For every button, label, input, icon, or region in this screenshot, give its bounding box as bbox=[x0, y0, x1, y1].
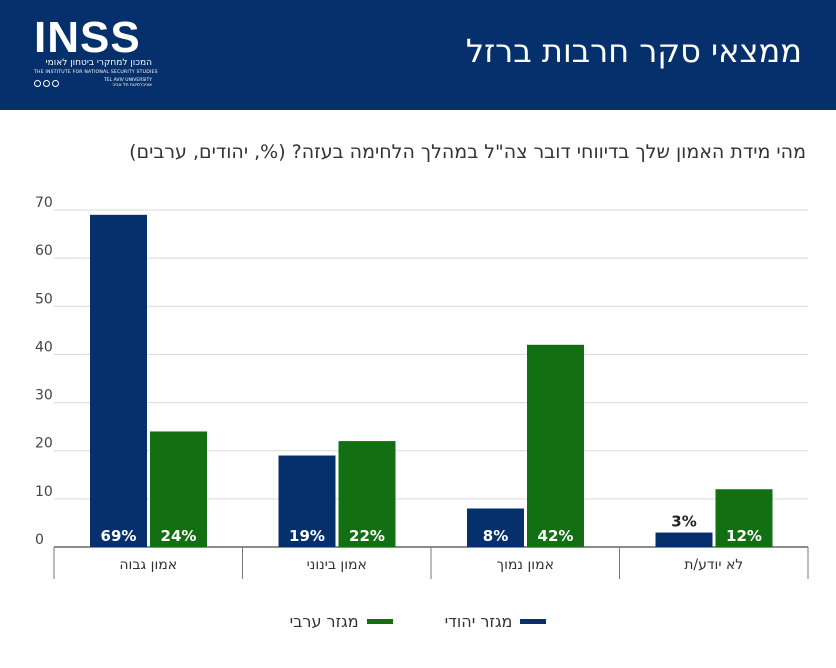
data-label: 8% bbox=[483, 527, 508, 545]
data-label: 69% bbox=[101, 527, 137, 545]
logo-bottom-row: TEL AVIV UNIVERSITY אוניברסיטת תל אביב bbox=[34, 78, 152, 88]
logo-english-name: THE INSTITUTE FOR NATIONAL SECURITY STUD… bbox=[34, 70, 158, 75]
data-label: 42% bbox=[538, 527, 574, 545]
x-tick-label: לא יודע/ת bbox=[684, 557, 743, 573]
data-label: 19% bbox=[289, 527, 325, 545]
logo-wordmark: INSS bbox=[34, 13, 141, 62]
logo-hebrew-name: המכון למחקרי ביטחון לאומי bbox=[45, 58, 152, 68]
y-tick-label: 40 bbox=[35, 339, 53, 355]
logo-university-en: TEL AVIV UNIVERSITY bbox=[104, 78, 152, 83]
legend-label-jewish: מגזר יהודי bbox=[444, 612, 513, 631]
data-label: 24% bbox=[161, 527, 197, 545]
page-title: ממצאי סקר חרבות ברזל bbox=[465, 32, 802, 70]
data-label: 12% bbox=[726, 527, 762, 545]
bar bbox=[150, 431, 207, 547]
data-label: 3% bbox=[671, 513, 696, 531]
bar bbox=[90, 214, 147, 548]
logo-university-he: אוניברסיטת תל אביב bbox=[112, 83, 152, 88]
y-tick-label: 10 bbox=[35, 484, 53, 500]
data-label: 22% bbox=[349, 527, 385, 545]
x-tick-label: אמון בינוני bbox=[307, 557, 367, 573]
x-tick-label: אמון גבוה bbox=[119, 557, 177, 573]
logo-circles-icon bbox=[34, 79, 59, 87]
legend-item-jewish: מגזר יהודי bbox=[445, 612, 547, 631]
chart-title: מהי מידת האמון שלך בדיווחי דובר צה"ל במה… bbox=[129, 141, 806, 163]
chart-legend: מגזר יהודי מגזר ערבי bbox=[0, 612, 836, 631]
y-tick-label: 50 bbox=[35, 291, 53, 307]
bar bbox=[655, 532, 713, 547]
inss-logo: INSS המכון למחקרי ביטחון לאומי THE INSTI… bbox=[34, 13, 158, 92]
y-tick-label: 70 bbox=[35, 195, 53, 211]
x-tick-label: אמון נמוך bbox=[497, 557, 554, 573]
logo-university: TEL AVIV UNIVERSITY אוניברסיטת תל אביב bbox=[104, 78, 152, 88]
y-tick-label: 30 bbox=[35, 388, 53, 404]
legend-item-arab: מגזר ערבי bbox=[290, 612, 393, 631]
legend-swatch-arab bbox=[366, 619, 393, 624]
header-banner: INSS המכון למחקרי ביטחון לאומי THE INSTI… bbox=[0, 0, 836, 110]
bar bbox=[527, 344, 584, 547]
y-tick-label: 60 bbox=[35, 243, 53, 259]
y-tick-label: 0 bbox=[35, 532, 44, 548]
bar bbox=[338, 441, 396, 547]
bar bbox=[467, 508, 524, 547]
legend-swatch-jewish bbox=[520, 619, 547, 624]
legend-label-arab: מגזר ערבי bbox=[289, 612, 359, 631]
y-tick-label: 20 bbox=[35, 436, 53, 452]
bar-chart: 0 10 20 30 40 50 60 70 69% 24% אמון גבוה 19% 22% אמון… bbox=[35, 195, 809, 579]
bar bbox=[715, 489, 773, 547]
bar bbox=[278, 455, 336, 547]
